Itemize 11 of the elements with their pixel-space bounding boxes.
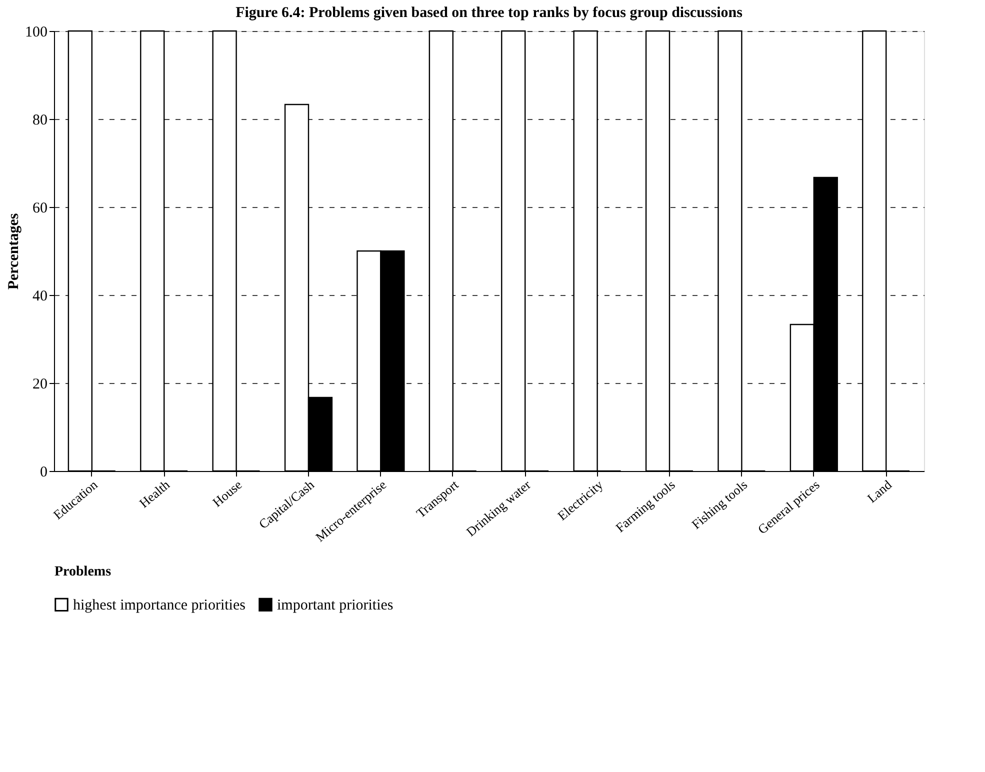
- y-tick-label: 60: [32, 200, 48, 216]
- y-tick-label: 0: [40, 464, 48, 480]
- legend-label: highest importance priorities: [73, 598, 246, 614]
- chart-title: Figure 6.4: Problems given based on three top ranks by focus group discussions: [236, 5, 743, 21]
- y-tick-label: 100: [25, 24, 48, 40]
- legend-label: important priorities: [277, 598, 394, 614]
- y-tick-label: 40: [32, 288, 48, 304]
- y-tick-label: 20: [32, 376, 48, 392]
- x-axis-title: Problems: [54, 564, 112, 580]
- y-tick-label: 80: [32, 112, 48, 128]
- y-axis-title: Percentages: [6, 213, 22, 290]
